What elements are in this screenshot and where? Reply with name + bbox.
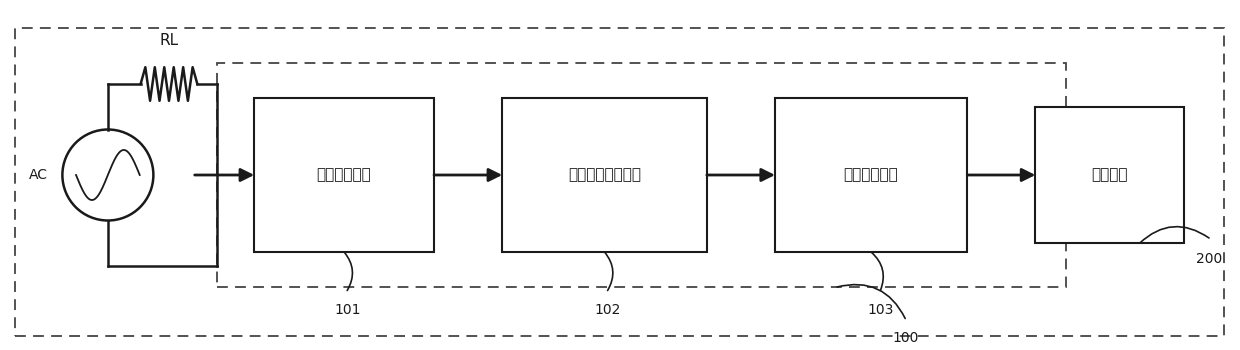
Bar [775,98,967,252]
Text: 101: 101 [334,303,361,317]
Bar [502,98,707,252]
Bar [1035,107,1184,243]
Bar [15,28,1224,336]
Text: 微处理器: 微处理器 [1091,168,1128,182]
Text: 电池感应单元: 电池感应单元 [316,168,372,182]
Bar [217,63,1066,287]
Bar [254,98,434,252]
Text: 100: 100 [892,331,919,345]
Text: AC: AC [29,168,47,182]
Text: 200: 200 [1195,252,1223,266]
Text: RL: RL [160,33,179,48]
Text: 103: 103 [867,303,894,317]
Text: 102: 102 [594,303,621,317]
Text: 过零检测单元: 过零检测单元 [843,168,899,182]
Text: 交流信号放大单元: 交流信号放大单元 [568,168,641,182]
